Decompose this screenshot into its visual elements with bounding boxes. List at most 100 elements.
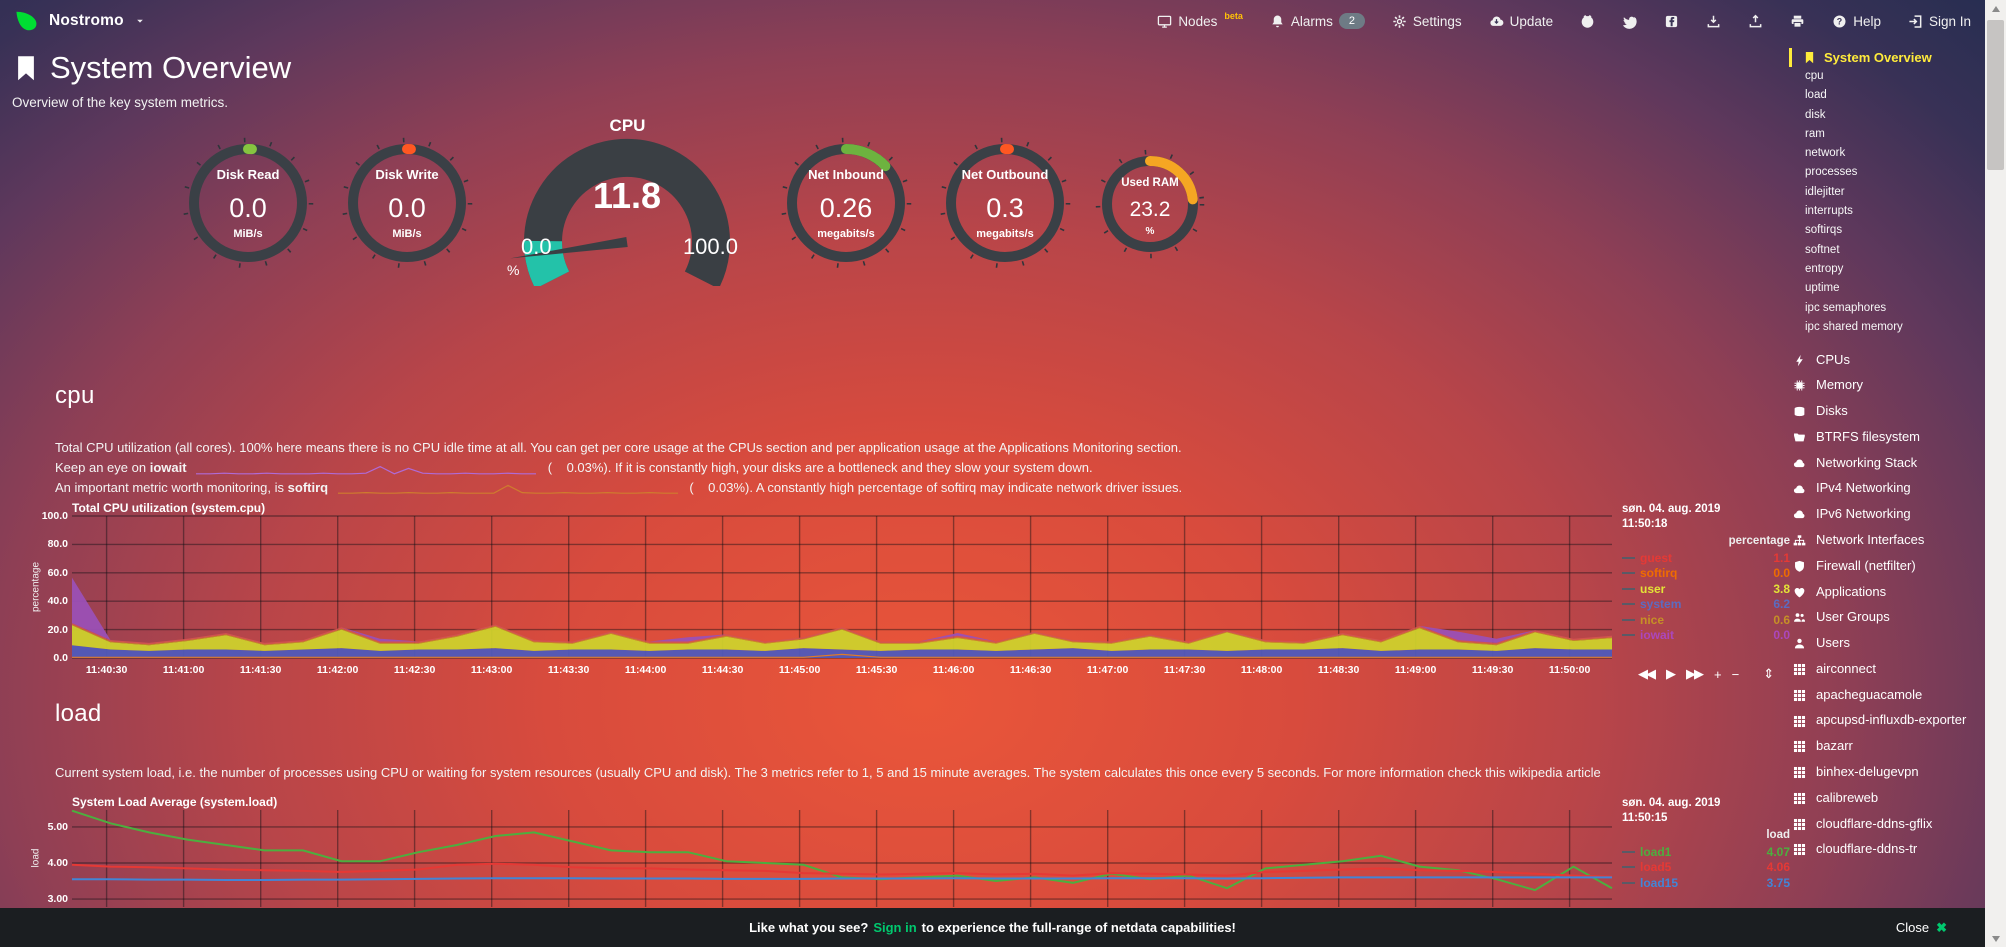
sidebar-item-binhex-delugevpn[interactable]: binhex-delugevpn [1789,759,1985,785]
nav-item-facebook[interactable] [1664,14,1679,29]
nav-item-twitter[interactable] [1622,14,1637,29]
cpu-gauge-dial: 11.8 [505,134,750,291]
sidebar-item-network-interfaces[interactable]: Network Interfaces [1789,527,1985,553]
sidebar-subitem-ipc-shared-memory[interactable]: ipc shared memory [1805,320,1903,333]
gauge-net-inbound[interactable]: Net Inbound 0.26 megabits/s [779,136,913,270]
cpu-legend-row-guest[interactable]: guest 1.1 [1622,550,1790,566]
navbar-actions: Nodes beta Alarms 2 Settings Update ? Help Sign … [1157,11,1971,29]
sidebar-item-calibreweb[interactable]: calibreweb [1789,784,1985,810]
section-heading-load: load [55,700,102,727]
nav-item-help[interactable]: ? Help [1832,14,1881,29]
svg-text:0.0: 0.0 [229,193,267,223]
sidebar-item-networking-stack[interactable]: Networking Stack [1789,449,1985,475]
scrollbar-up-button[interactable] [1985,0,2006,17]
cpu-xtick: 11:44:00 [624,664,667,676]
series-swatch [1622,587,1635,590]
pan-left-button[interactable]: ◀◀ [1638,666,1656,681]
scrollbar-down-button[interactable] [1985,930,2006,947]
download-icon [1706,14,1721,29]
sidebar-item-disks[interactable]: Disks [1789,398,1985,424]
sidebar-subitem-interrupts[interactable]: interrupts [1805,205,1853,218]
cpu-legend-row-iowait[interactable]: iowait 0.0 [1622,628,1790,644]
sidebar-item-cloudflare-ddns-gflix[interactable]: cloudflare-ddns-gflix [1789,810,1985,836]
cpu-xtick: 11:48:30 [1317,664,1360,676]
gauge-disk-read[interactable]: Disk Read 0.0 MiB/s [181,136,315,270]
gauge-cpu[interactable]: CPU 11.8 0.0 100.0 % [505,116,750,292]
nav-item-print[interactable] [1790,14,1805,29]
nav-item-nodes[interactable]: Nodes beta [1157,11,1243,29]
nav-item-download[interactable] [1706,14,1721,29]
cpu-legend-row-system[interactable]: system 6.2 [1622,597,1790,613]
bookmark-icon [1803,51,1816,64]
sidebar-subitem-ram[interactable]: ram [1805,127,1825,140]
sidebar-subitem-disk[interactable]: disk [1805,108,1826,121]
github-icon [1580,14,1595,29]
grid-icon [1792,740,1807,753]
load-legend-row-load5[interactable]: load5 4.06 [1622,860,1790,876]
zoom-in-button[interactable]: + [1714,666,1721,682]
sidebar-subitem-load[interactable]: load [1805,89,1827,102]
signin-icon [1908,14,1923,29]
cpu-gauge-max: 100.0 [682,234,738,259]
sidebar-item-apacheguacamole[interactable]: apacheguacamole [1789,681,1985,707]
sidebar-item-airconnect[interactable]: airconnect [1789,656,1985,682]
load-legend-row-load1[interactable]: load1 4.07 [1622,844,1790,860]
scrollbar[interactable] [1985,0,2006,947]
banner-prefix: Like what you see? [749,920,869,935]
sidebar-subitem-entropy[interactable]: entropy [1805,262,1844,275]
sidebar-item-memory[interactable]: Memory [1789,372,1985,398]
cpu-chart-toolbar: ◀◀ ▶ ▶▶ + − ⇕ [1638,666,1774,682]
sidebar-item-bazarr[interactable]: bazarr [1789,733,1985,759]
banner-close-button[interactable]: Close ✖ [1895,919,1947,936]
resize-handle[interactable]: ⇕ [1763,666,1775,681]
sidebar-item-applications[interactable]: Applications [1789,578,1985,604]
sidebar-subitem-softirqs[interactable]: softirqs [1805,224,1843,237]
cpu-legend-row-softirq[interactable]: softirq 0.0 [1622,566,1790,582]
nav-item-settings[interactable]: Settings [1392,14,1462,29]
gauge-net-outbound[interactable]: Net Outbound 0.3 megabits/s [938,136,1072,270]
load-chart-plot[interactable] [71,809,1613,907]
sidebar-subitem-processes[interactable]: processes [1805,166,1858,179]
sidebar-subitem-softnet[interactable]: softnet [1805,243,1840,256]
sidebar-item-firewall-netfilter-[interactable]: Firewall (netfilter) [1789,552,1985,578]
nav-item-update[interactable]: Update [1489,14,1553,29]
sidebar-item-users[interactable]: Users [1789,630,1985,656]
sidebar-item-apcupsd-influxdb-exporter[interactable]: apcupsd-influxdb-exporter [1789,707,1985,733]
series-swatch [1622,618,1635,621]
scrollbar-thumb[interactable] [1987,20,2004,170]
sidebar-item-user-groups[interactable]: User Groups [1789,604,1985,630]
play-button[interactable]: ▶ [1666,666,1676,681]
nav-item-upload[interactable] [1748,14,1763,29]
host-selector[interactable]: Nostromo [14,8,145,34]
sidebar-item-cloudflare-ddns-tr[interactable]: cloudflare-ddns-tr [1789,836,1985,862]
page-title: System Overview [12,50,291,86]
sidebar-subitem-cpu[interactable]: cpu [1805,70,1824,82]
folder-icon [1792,431,1807,444]
cpu-legend-row-nice[interactable]: nice 0.6 [1622,612,1790,628]
svg-text:Used RAM: Used RAM [1121,177,1179,189]
sidebar-item-cpus[interactable]: CPUs [1789,346,1985,372]
sidebar-subitem-idlejitter[interactable]: idlejitter [1805,185,1845,198]
nav-item-github[interactable] [1580,14,1595,29]
series-swatch [1622,603,1635,606]
nav-item-sign-in[interactable]: Sign In [1908,14,1971,29]
sidebar-subitem-ipc-semaphores[interactable]: ipc semaphores [1805,301,1887,314]
sidebar-subitem-uptime[interactable]: uptime [1805,282,1840,295]
sidebar-item-system-overview[interactable]: System Overview [1789,48,1985,67]
hostname: Nostromo [49,12,124,29]
nav-item-alarms[interactable]: Alarms 2 [1270,13,1365,29]
close-icon: ✖ [1936,919,1947,935]
signin-link[interactable]: Sign in [873,920,917,935]
pan-right-button[interactable]: ▶▶ [1686,666,1704,681]
sidebar-item-ipv4-networking[interactable]: IPv4 Networking [1789,475,1985,501]
sidebar-subitem-network[interactable]: network [1805,147,1846,160]
cpu-legend-row-user[interactable]: user 3.8 [1622,581,1790,597]
sidebar-item-ipv6-networking[interactable]: IPv6 Networking [1789,501,1985,527]
gauge-used-ram[interactable]: Used RAM 23.2% [1094,148,1206,260]
load-legend-row-load15[interactable]: load15 3.75 [1622,875,1790,891]
cpu-chart-plot[interactable] [72,515,1612,659]
zoom-out-button[interactable]: − [1731,666,1739,682]
svg-text:?: ? [1837,16,1842,26]
gauge-disk-write[interactable]: Disk Write 0.0 MiB/s [340,136,474,270]
sidebar-item-btrfs-filesystem[interactable]: BTRFS filesystem [1789,424,1985,450]
